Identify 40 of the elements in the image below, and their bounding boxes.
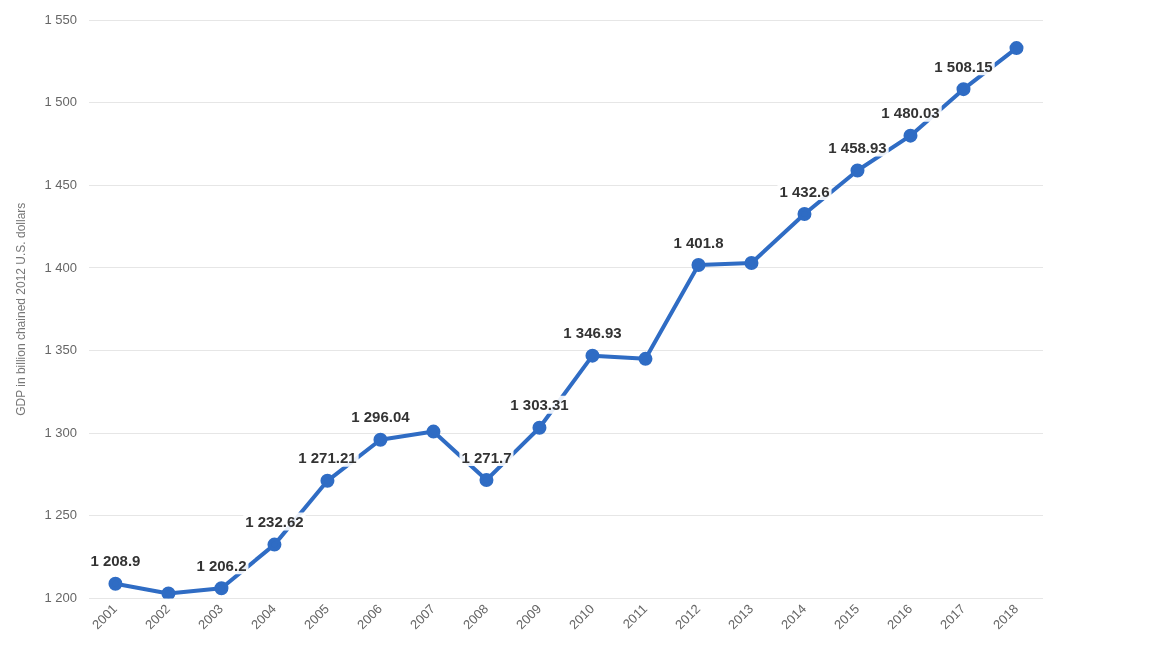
- y-tick-label: 1 300: [44, 424, 77, 440]
- data-label: 1 208.9: [90, 552, 141, 570]
- data-label: 1 458.93: [828, 139, 887, 157]
- y-tick-label: 1 200: [44, 590, 77, 606]
- point: [108, 576, 123, 591]
- data-label: 1 271.21: [298, 449, 357, 467]
- data-label: 1 508.15: [934, 57, 993, 75]
- point: [850, 163, 865, 178]
- point: [691, 257, 706, 272]
- point: [744, 255, 759, 270]
- point: [956, 82, 971, 97]
- data-label: 1 401.8: [673, 233, 724, 251]
- y-tick-label: 1 250: [44, 507, 77, 523]
- point: [161, 586, 176, 599]
- y-tick-label: 1 500: [44, 94, 77, 110]
- data-label: 1 480.03: [881, 104, 940, 122]
- data-label: 1 206.2: [196, 556, 247, 574]
- point: [903, 128, 918, 143]
- y-tick-label: 1 450: [44, 176, 77, 192]
- y-axis-title: GDP in billion chained 2012 U.S. dollars: [13, 202, 28, 416]
- point: [479, 473, 494, 488]
- y-tick-label: 1 550: [44, 11, 77, 27]
- point: [1009, 41, 1024, 56]
- y-tick-label: 1 400: [44, 259, 77, 275]
- data-label: 1 432.6: [779, 182, 830, 200]
- data-label: 1 296.04: [351, 408, 411, 426]
- data-label: 1 271.7: [461, 448, 512, 466]
- y-tick-label: 1 350: [44, 342, 77, 358]
- point: [426, 424, 441, 439]
- point: [797, 207, 812, 222]
- point: [373, 432, 388, 447]
- data-label: 1 303.31: [510, 396, 569, 414]
- point: [320, 473, 335, 488]
- point: [585, 348, 600, 363]
- data-label: 1 346.93: [563, 324, 622, 342]
- point: [267, 537, 282, 552]
- data-label: 1 232.62: [245, 513, 304, 531]
- point: [214, 581, 229, 596]
- point: [638, 351, 653, 366]
- point: [532, 420, 547, 435]
